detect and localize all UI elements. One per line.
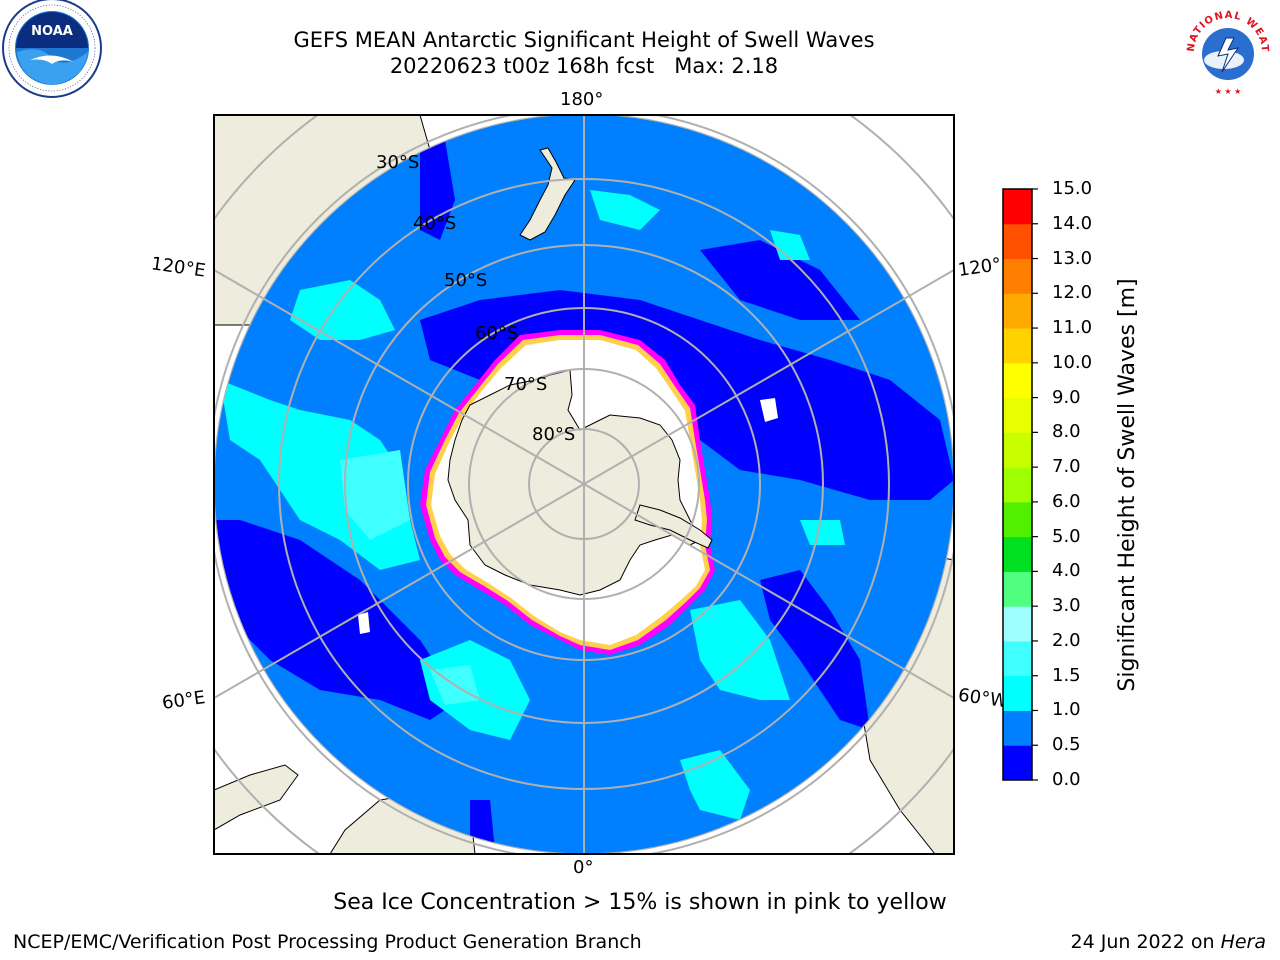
footer-credit: NCEP/EMC/Verification Post Processing Pr… <box>13 931 642 953</box>
land-new-zealand <box>519 147 576 241</box>
swell-low-region <box>700 240 860 320</box>
sea-ice-note: Sea Ice Concentration > 15% is shown in … <box>333 890 947 915</box>
colorbar-tick-label: 11.0 <box>1052 317 1093 339</box>
colorbar-tick-label: 10.0 <box>1052 351 1093 373</box>
land-island <box>760 398 778 422</box>
colorbar-band <box>1003 328 1032 364</box>
colorbar-tick-label: 1.0 <box>1052 699 1081 721</box>
latitude-label-40s: 40°S <box>413 213 457 234</box>
colorbar-band <box>1003 189 1032 225</box>
swell-high-region <box>290 280 395 340</box>
svg-text:★ ★ ★: ★ ★ ★ <box>1215 87 1242 96</box>
swell-high-region <box>770 230 810 260</box>
colorbar-band <box>1003 501 1032 538</box>
colorbar <box>1002 188 1038 781</box>
colorbar-band <box>1003 223 1032 260</box>
colorbar-band <box>1003 397 1032 433</box>
colorbar-tick-label: 7.0 <box>1052 456 1081 478</box>
colorbar-tick-label: 4.0 <box>1052 560 1081 582</box>
noaa-logo: NOAA <box>2 0 102 98</box>
colorbar-tick-label: 15.0 <box>1052 178 1093 199</box>
land-antarctic-peninsula <box>634 504 713 549</box>
colorbar-tick-label: 2.0 <box>1052 629 1081 651</box>
longitude-label-180: 180° <box>560 89 604 110</box>
land-island <box>358 612 370 634</box>
colorbar-band <box>1003 606 1032 642</box>
swell-low-region <box>214 520 460 720</box>
colorbar-band <box>1003 745 1032 781</box>
latitude-label-60s: 60°S <box>475 323 519 344</box>
colorbar-band <box>1003 571 1032 607</box>
colorbar-band <box>1003 467 1032 503</box>
land-antarctica <box>447 369 701 596</box>
colorbar-tick-label: 5.0 <box>1052 525 1081 547</box>
colorbar-tick-label: 0.5 <box>1052 734 1081 756</box>
colorbar-tick-label: 1.5 <box>1052 664 1081 686</box>
colorbar-band <box>1003 710 1032 746</box>
map-frame <box>213 114 955 855</box>
colorbar-tick-label: 6.0 <box>1052 490 1081 512</box>
footer-date: 24 Jun 2022 on Hera <box>1071 931 1267 953</box>
latitude-label-50s: 50°S <box>444 270 488 291</box>
national-weather-service-logo: NATIONAL WEATHER SERVICE ★ ★ ★ <box>1176 0 1274 98</box>
colorbar-band <box>1003 258 1032 294</box>
colorbar-tick-label: 13.0 <box>1052 247 1093 269</box>
colorbar-tick-label: 0.0 <box>1052 769 1081 790</box>
swell-high-region <box>690 600 790 700</box>
colorbar-label: Significant Height of Swell Waves [m] <box>1115 278 1140 692</box>
latitude-label-80s: 80°S <box>532 424 576 445</box>
colorbar-band <box>1003 362 1032 399</box>
colorbar-tick-label: 8.0 <box>1052 421 1081 443</box>
colorbar-band <box>1003 640 1032 677</box>
chart-subtitle: 20220623 t00z 168h fcst Max: 2.18 <box>389 54 779 78</box>
swell-high-region <box>800 520 845 545</box>
footer-date-text: 24 Jun 2022 on <box>1070 931 1215 953</box>
swell-low-region <box>420 140 455 240</box>
colorbar-tick-label: 14.0 <box>1052 212 1093 234</box>
colorbar-band <box>1003 536 1032 572</box>
longitude-label-0: 0° <box>573 857 594 878</box>
colorbar-band <box>1003 432 1032 468</box>
colorbar-tick-label: 3.0 <box>1052 595 1081 617</box>
colorbar-tick-label: 9.0 <box>1052 386 1081 408</box>
chart-title: GEFS MEAN Antarctic Significant Height o… <box>293 28 875 52</box>
colorbar-band <box>1003 675 1032 711</box>
colorbar-tick-label: 12.0 <box>1052 282 1093 304</box>
swell-high-region <box>590 190 660 230</box>
noaa-logo-text: NOAA <box>31 24 73 39</box>
latitude-label-70s: 70°S <box>504 374 548 395</box>
footer-host: Hera <box>1220 931 1266 953</box>
colorbar-band <box>1003 293 1032 329</box>
latitude-label-30s: 30°S <box>376 152 420 173</box>
graticule <box>214 115 954 854</box>
swell-high-region <box>340 450 410 540</box>
land-madagascar <box>214 764 299 831</box>
